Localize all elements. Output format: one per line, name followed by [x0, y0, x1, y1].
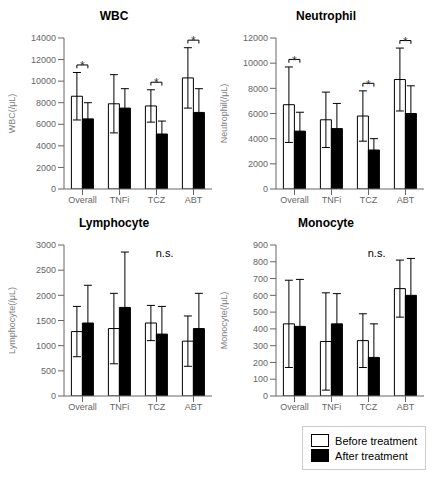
html-text:Before treatment: Before treatment — [335, 434, 417, 447]
svg-text:0: 0 — [51, 184, 56, 194]
html-text:Lymphocyte: Lymphocyte — [78, 216, 150, 230]
svg-text:10000: 10000 — [243, 58, 268, 68]
svg-text:1000: 1000 — [36, 341, 56, 351]
svg-text:2500: 2500 — [36, 265, 56, 275]
svg-text:700: 700 — [253, 274, 268, 284]
svg-text:0: 0 — [51, 391, 56, 401]
svg-text:6000: 6000 — [36, 119, 56, 129]
svg-text:WBC(/μL): WBC(/μL) — [8, 94, 17, 134]
svg-text:2000: 2000 — [36, 291, 56, 301]
svg-text:3000: 3000 — [36, 240, 56, 250]
svg-text:TCZ: TCZ — [148, 402, 166, 412]
svg-text:300: 300 — [253, 341, 268, 351]
svg-text:10000: 10000 — [31, 76, 56, 86]
svg-text:4000: 4000 — [36, 141, 56, 151]
svg-text:100: 100 — [253, 374, 268, 384]
svg-text:8000: 8000 — [36, 98, 56, 108]
svg-text:TNFi: TNFi — [322, 402, 342, 412]
svg-text:*: * — [292, 54, 297, 68]
svg-text:800: 800 — [253, 257, 268, 267]
html-text:Monocyte: Monocyte — [298, 216, 354, 230]
svg-text:Overall: Overall — [68, 195, 97, 205]
svg-text:2000: 2000 — [248, 159, 268, 169]
svg-text:Monocyte(/μL): Monocyte(/μL) — [220, 292, 229, 350]
svg-text:TCZ: TCZ — [148, 195, 166, 205]
html-text:After treatment: After treatment — [335, 449, 408, 462]
html-text:WBC: WBC — [99, 9, 129, 23]
svg-text:14000: 14000 — [31, 33, 56, 43]
svg-text:ABT: ABT — [397, 402, 415, 412]
svg-text:0: 0 — [263, 391, 268, 401]
svg-text:Lymphocyte(/μL): Lymphocyte(/μL) — [8, 287, 17, 354]
svg-text:12000: 12000 — [243, 33, 268, 43]
svg-text:500: 500 — [41, 366, 56, 376]
svg-text:ABT: ABT — [185, 195, 203, 205]
svg-text:TCZ: TCZ — [360, 402, 378, 412]
svg-text:1500: 1500 — [36, 316, 56, 326]
svg-text:400: 400 — [253, 324, 268, 334]
svg-text:6000: 6000 — [248, 109, 268, 119]
svg-text:*: * — [80, 59, 85, 73]
html-text:Neutrophil: Neutrophil — [296, 9, 356, 23]
svg-text:2000: 2000 — [36, 163, 56, 173]
svg-text:900: 900 — [253, 240, 268, 250]
svg-text:TNFi: TNFi — [322, 195, 342, 205]
svg-text:Overall: Overall — [280, 402, 309, 412]
svg-text:ABT: ABT — [185, 402, 203, 412]
svg-text:Overall: Overall — [68, 402, 97, 412]
svg-text:500: 500 — [253, 307, 268, 317]
svg-text:ABT: ABT — [397, 195, 415, 205]
svg-text:*: * — [191, 34, 196, 48]
svg-text:4000: 4000 — [248, 134, 268, 144]
svg-text:TNFi: TNFi — [110, 195, 130, 205]
html-text:n.s.: n.s. — [155, 247, 174, 259]
svg-text:8000: 8000 — [248, 84, 268, 94]
svg-text:*: * — [366, 78, 371, 92]
svg-text:600: 600 — [253, 291, 268, 301]
svg-text:0: 0 — [263, 184, 268, 194]
svg-text:200: 200 — [253, 358, 268, 368]
svg-text:*: * — [403, 35, 408, 49]
svg-text:12000: 12000 — [31, 55, 56, 65]
html-text:n.s.: n.s. — [367, 247, 386, 259]
svg-text:Neutrophil(/μL): Neutrophil(/μL) — [220, 84, 229, 144]
svg-text:TNFi: TNFi — [110, 402, 130, 412]
svg-text:TCZ: TCZ — [360, 195, 378, 205]
svg-text:Overall: Overall — [280, 195, 309, 205]
svg-text:*: * — [154, 76, 159, 90]
